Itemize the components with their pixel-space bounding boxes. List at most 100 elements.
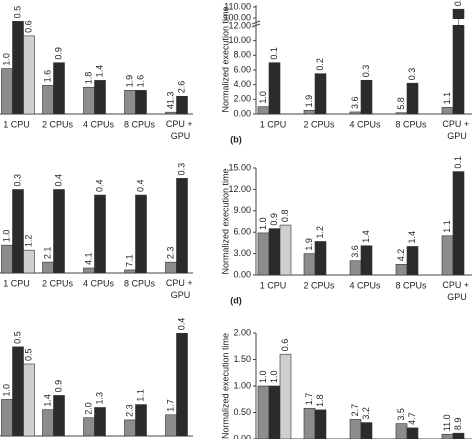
x-tick-label: 8 CPUs: [124, 278, 156, 288]
x-tick-label: CPU + GPU: [166, 119, 195, 141]
value-label: 0.9: [269, 213, 279, 226]
bar: [257, 232, 270, 276]
value-label: 1.9: [124, 75, 134, 88]
value-label: 0.9: [53, 47, 63, 60]
label-line: CPU +: [442, 119, 471, 129]
y-tick-label: 9.00: [233, 205, 251, 215]
y-tick-label: 12.00: [228, 20, 251, 30]
y-tick-label: 1.00: [233, 380, 251, 390]
y-tick-label: 2.00: [233, 94, 251, 104]
y-tick-label: 0.00: [233, 269, 251, 279]
x-tick-label: CPU + GPU: [442, 280, 471, 302]
bar: [314, 73, 327, 115]
value-label: 0.3: [361, 65, 371, 78]
axis-break: [251, 20, 261, 25]
x-tick-label: 8 CPUs: [124, 119, 156, 129]
y-tick-label: 110.00: [224, 1, 251, 11]
y-axis-label: Normalized execution time: [220, 168, 230, 274]
value-label: 1.4: [361, 230, 371, 243]
bar: [268, 385, 281, 439]
bar: [441, 107, 454, 115]
value-label: 0.3: [176, 163, 186, 176]
bar: [360, 245, 373, 276]
x-tick-label: 1 CPU: [3, 278, 30, 288]
value-label: 0.3: [12, 174, 22, 187]
x-tick-label: CPU + GPU: [442, 119, 471, 141]
value-label: 3.6: [350, 96, 360, 109]
x-tick-label: 1 CPU: [260, 280, 287, 290]
value-label: 3.2: [361, 407, 371, 420]
value-label: 0.1: [269, 47, 279, 60]
bar: [135, 404, 147, 437]
bar: [83, 267, 95, 274]
bar: [279, 224, 292, 276]
bar: [257, 385, 270, 439]
bar: [23, 35, 35, 115]
bar: [42, 409, 54, 437]
x-tick-label: 4 CPUs: [83, 119, 115, 129]
value-label: 0.2: [315, 58, 325, 71]
value-label: 0.4: [176, 318, 186, 331]
bar: [349, 260, 362, 276]
y-axis-label: Normalized execution time: [220, 6, 230, 112]
value-label: 1.0: [258, 370, 268, 383]
bar: [23, 363, 35, 437]
value-label: 4.7: [407, 412, 417, 425]
bar: [165, 261, 177, 274]
value-label: 2.3: [165, 247, 175, 260]
bar: [360, 79, 373, 115]
bar: [176, 178, 188, 274]
y-tick-label: 1.50: [233, 354, 251, 364]
break-dot: [457, 19, 460, 21]
y-tick-label: 6.00: [233, 227, 251, 237]
x-tick-label: 4 CPUs: [83, 278, 115, 288]
bar: [53, 62, 65, 115]
value-label: 0.4: [94, 180, 104, 193]
bar: [165, 414, 177, 437]
value-label: 0.4: [53, 174, 63, 187]
panel-label: (b): [230, 134, 242, 144]
bar: [165, 111, 177, 115]
bar: [1, 68, 13, 115]
panel-label: (d): [230, 295, 242, 305]
bar: [1, 244, 13, 274]
value-label: 7.1: [124, 254, 134, 267]
value-label: 1.0: [258, 91, 268, 104]
bar: [257, 106, 270, 115]
bar: [406, 82, 419, 115]
bar: [452, 171, 465, 276]
bar: [83, 86, 95, 115]
value-label: 1.1: [442, 220, 452, 233]
bar: [349, 419, 362, 439]
value-label: 8.9: [453, 418, 463, 431]
value-label: 3.5: [396, 408, 406, 421]
value-label: 3.6: [350, 245, 360, 258]
label-line: GPU: [171, 290, 191, 300]
bar: [360, 422, 373, 439]
value-label: 1.0: [1, 230, 11, 243]
y-tick-label: 4.00: [233, 79, 251, 89]
y-tick-label: 12.00: [228, 184, 251, 194]
value-label: 1.4: [42, 394, 52, 407]
bar: [395, 112, 408, 115]
value-label: 2.0: [83, 402, 93, 415]
bar: [42, 85, 54, 115]
bar: [135, 194, 147, 274]
bar: [395, 423, 408, 439]
y-tick-label: 15.00: [228, 162, 251, 172]
value-label: 1.9: [304, 95, 314, 108]
value-label: 1.9: [304, 238, 314, 251]
bar: [176, 332, 188, 437]
value-label: 1.0: [1, 384, 11, 397]
x-tick-label: 4 CPUs: [349, 280, 381, 290]
value-label: 1.0: [258, 217, 268, 230]
value-label: 1.7: [304, 393, 314, 406]
x-tick-label: 8 CPUs: [395, 280, 427, 290]
y-tick-label: 0.00: [233, 108, 251, 118]
y-tick-label: 2.00: [233, 327, 251, 337]
label-line: CPU +: [166, 119, 195, 129]
value-label: 1.6: [135, 75, 145, 88]
y-axis-label: Normalized execution time: [220, 333, 230, 439]
value-label: 2.7: [350, 404, 360, 417]
bar: [124, 419, 136, 437]
